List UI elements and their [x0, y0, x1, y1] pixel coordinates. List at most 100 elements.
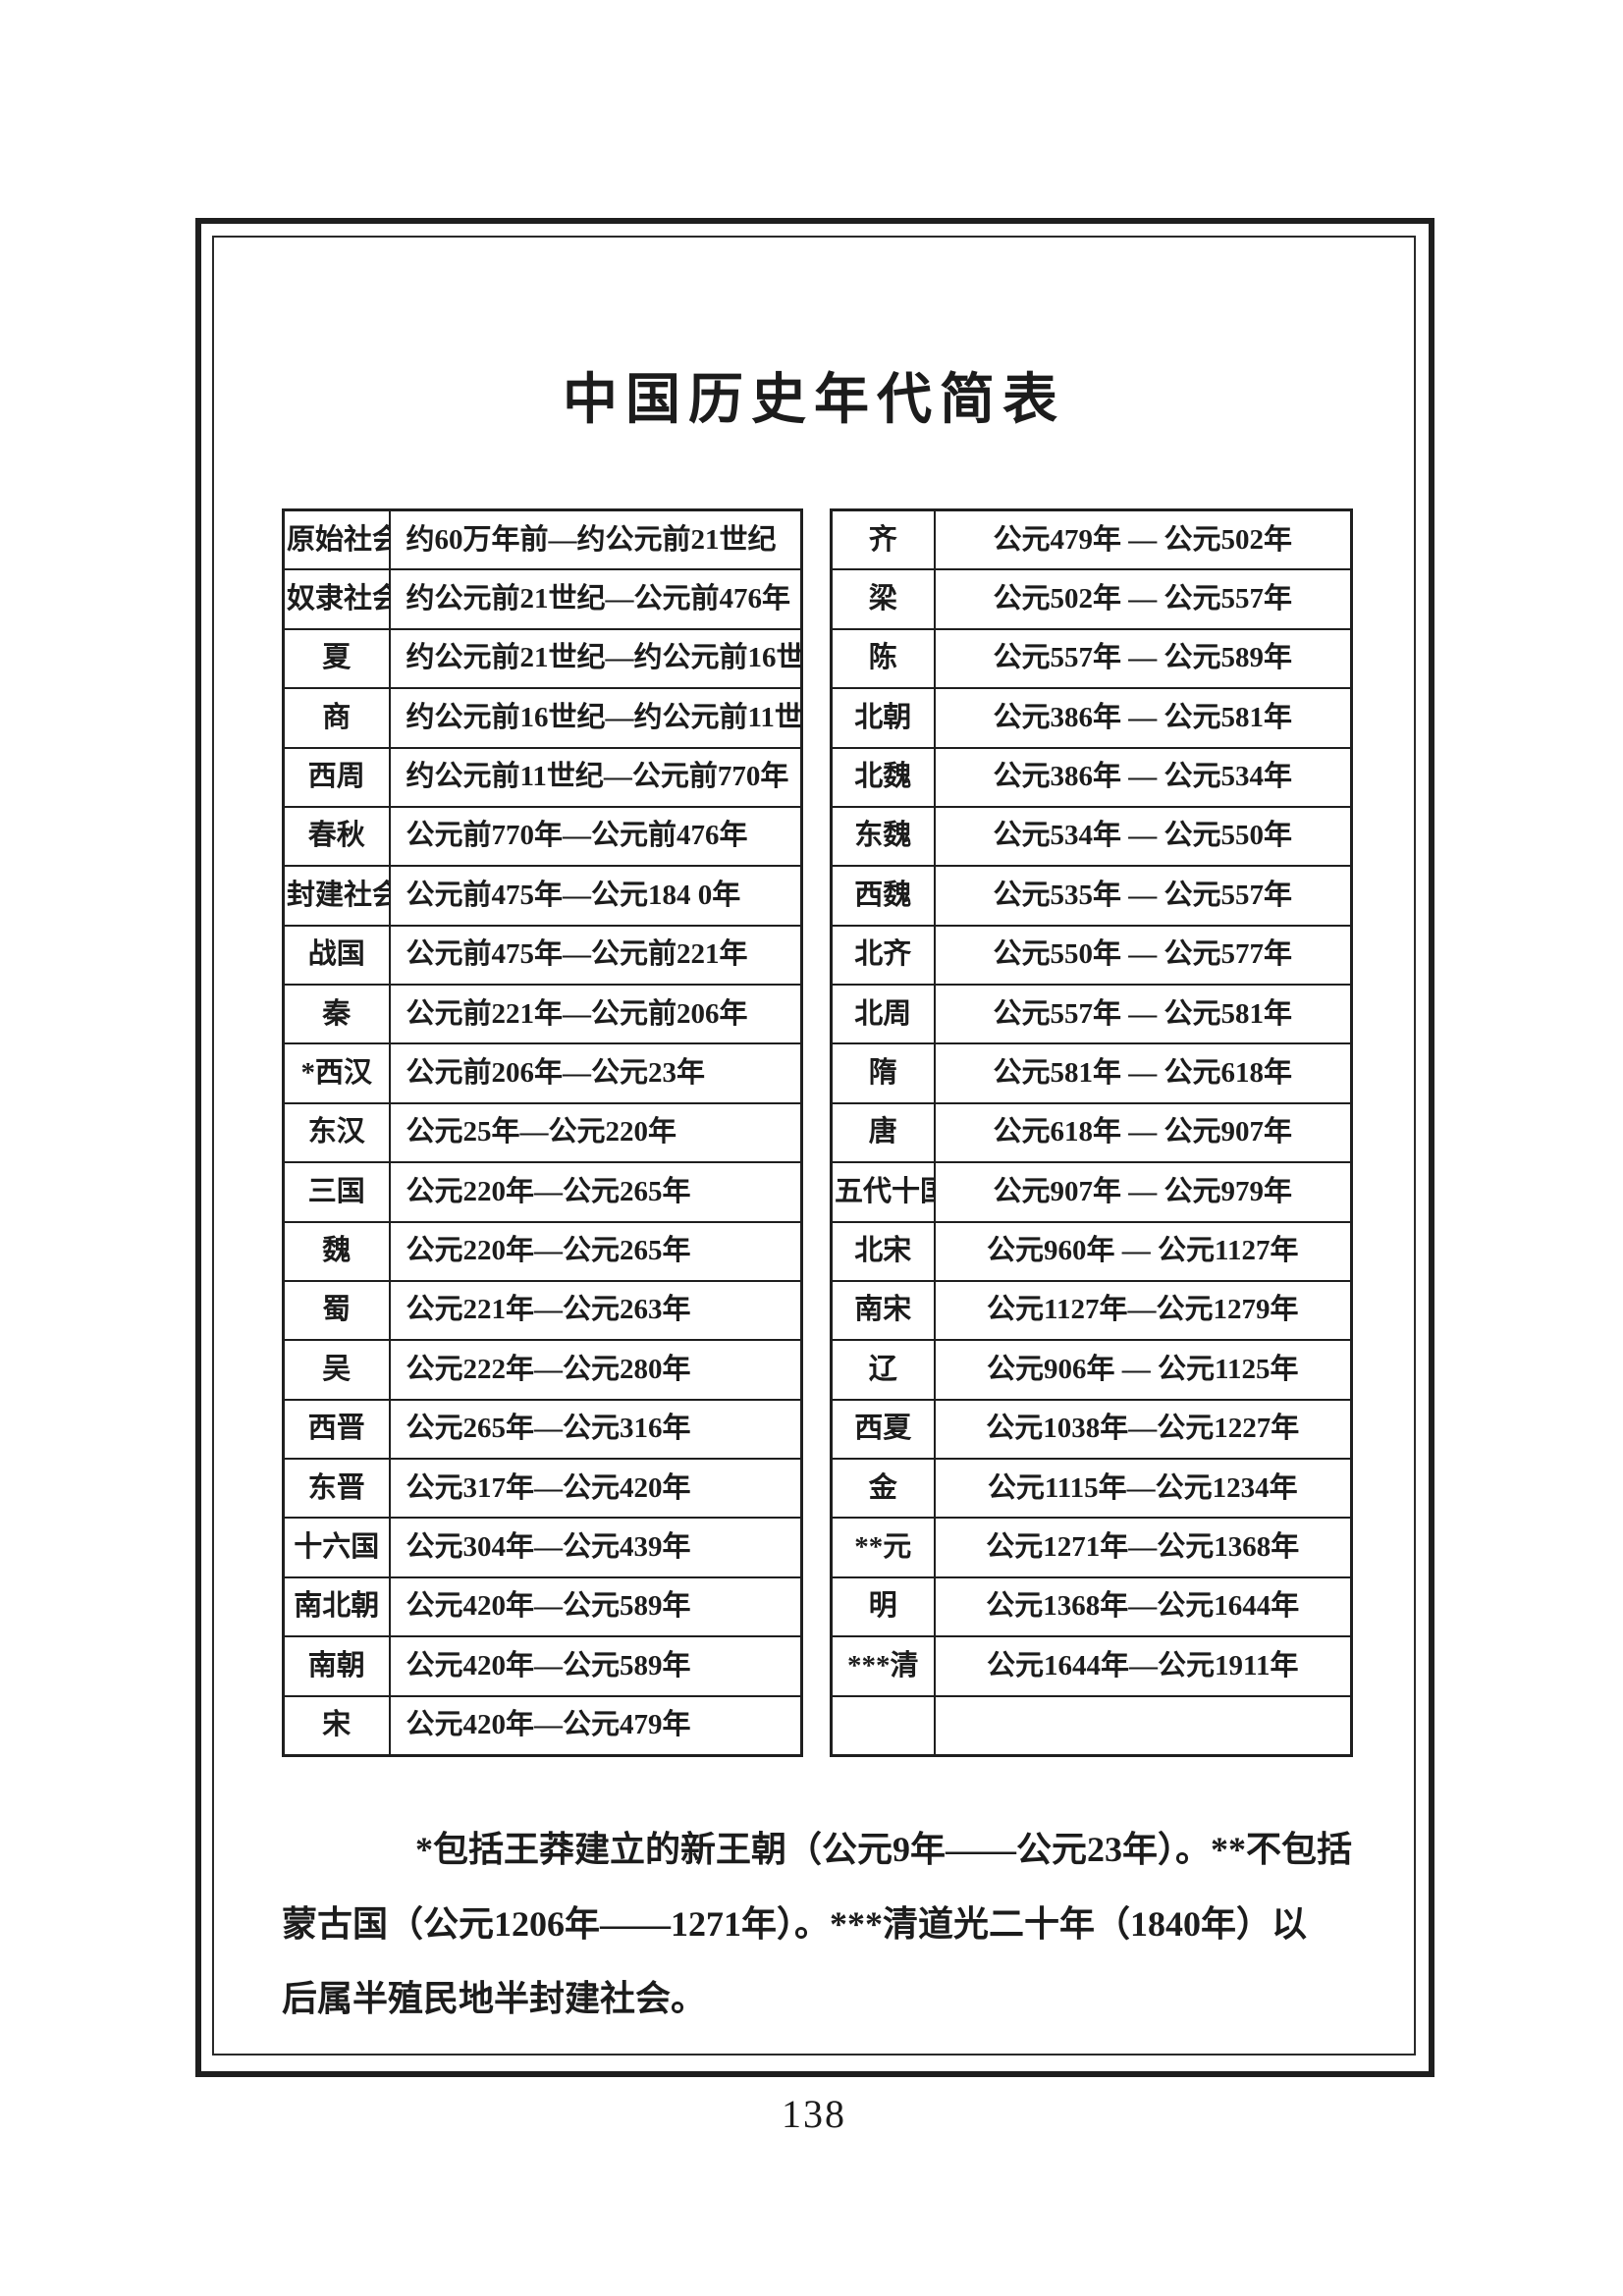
- era-period-cell: 公元906年 — 公元1125年: [933, 1339, 1353, 1401]
- era-label-cell: 三国: [282, 1161, 391, 1223]
- table-row: **元 公元1271年—公元1368年: [830, 1517, 1353, 1578]
- era-label-cell: 蜀: [282, 1279, 391, 1342]
- era-label-cell: 北朝: [830, 687, 936, 749]
- era-period-cell: 公元1038年—公元1227年: [933, 1398, 1353, 1461]
- era-period-cell: 公元502年 — 公元557年: [933, 568, 1353, 630]
- era-label-cell: 原始社会: [282, 508, 391, 571]
- era-label-cell: 商: [282, 687, 391, 749]
- right-table-body: 齐 公元479年 — 公元502年 梁 公元502年 — 公元557年 陈 公元…: [830, 508, 1353, 1757]
- outer-border-frame: [195, 218, 1434, 2077]
- table-row: 奴隶社会 约公元前21世纪—公元前476年: [282, 568, 803, 630]
- footnote-line: 蒙古国（公元1206年——1271年）。***清道光二十年（1840年）以: [282, 1904, 1308, 1944]
- era-label-cell: 齐: [830, 508, 936, 571]
- era-label-cell: 东晋: [282, 1458, 391, 1520]
- era-label-cell: 北宋: [830, 1220, 936, 1282]
- era-period-cell: 公元1644年—公元1911年: [933, 1635, 1353, 1697]
- era-label-cell: 战国: [282, 924, 391, 987]
- era-period-cell: 约公元前21世纪—公元前476年: [388, 568, 803, 630]
- table-row: 原始社会 约60万年前—约公元前21世纪: [282, 508, 803, 571]
- table-row: 北周 公元557年 — 公元581年: [830, 984, 1353, 1045]
- era-label-cell: 魏: [282, 1220, 391, 1282]
- era-label-cell: 东魏: [830, 805, 936, 868]
- era-label-cell: 十六国: [282, 1517, 391, 1578]
- era-label-cell: 东汉: [282, 1101, 391, 1164]
- table-row: 南宋 公元1127年—公元1279年: [830, 1279, 1353, 1342]
- table-row: 辽 公元906年 — 公元1125年: [830, 1339, 1353, 1401]
- table-row: 夏 约公元前21世纪—约公元前16世纪: [282, 627, 803, 690]
- footnote-line: 后属半殖民地半封建社会。: [282, 1979, 707, 2018]
- table-row: 封建社会 公元前475年—公元184 0年: [282, 865, 803, 927]
- era-label-cell: 西晋: [282, 1398, 391, 1461]
- table-row: *西汉 公元前206年—公元23年: [282, 1042, 803, 1104]
- table-row: 战国 公元前475年—公元前221年: [282, 924, 803, 987]
- table-row: 吴 公元222年—公元280年: [282, 1339, 803, 1401]
- table-row: 北魏 公元386年 — 公元534年: [830, 746, 1353, 808]
- table-row: 商 约公元前16世纪—约公元前11世纪: [282, 687, 803, 749]
- era-label-cell: 金: [830, 1458, 936, 1520]
- era-period-cell: 约公元前11世纪—公元前770年: [388, 746, 803, 808]
- era-period-cell: 公元557年 — 公元581年: [933, 984, 1353, 1045]
- era-period-cell: 公元前475年—公元184 0年: [388, 865, 803, 927]
- era-label-cell: 春秋: [282, 805, 391, 868]
- era-period-cell: 公元386年 — 公元534年: [933, 746, 1353, 808]
- page-number: 138: [782, 2092, 846, 2136]
- era-period-cell: 公元265年—公元316年: [388, 1398, 803, 1461]
- table-row: 五代十国 公元907年 — 公元979年: [830, 1161, 1353, 1223]
- era-period-cell: 公元220年—公元265年: [388, 1220, 803, 1282]
- era-period-cell: 公元420年—公元589年: [388, 1635, 803, 1697]
- era-period-cell: 公元907年 — 公元979年: [933, 1161, 1353, 1223]
- era-label-cell: 北魏: [830, 746, 936, 808]
- table-row: 北朝 公元386年 — 公元581年: [830, 687, 1353, 749]
- era-label-cell: 北齐: [830, 924, 936, 987]
- era-label-cell: 陈: [830, 627, 936, 690]
- era-label-cell: ***清: [830, 1635, 936, 1697]
- era-period-cell: 公元前221年—公元前206年: [388, 984, 803, 1045]
- era-period-cell: 公元386年 — 公元581年: [933, 687, 1353, 749]
- table-row: 南北朝 公元420年—公元589年: [282, 1575, 803, 1638]
- table-row: 西晋 公元265年—公元316年: [282, 1398, 803, 1461]
- era-label-cell: **元: [830, 1517, 936, 1578]
- era-period-cell: 公元557年 — 公元589年: [933, 627, 1353, 690]
- table-row: 东汉 公元25年—公元220年: [282, 1101, 803, 1164]
- era-label-cell: 封建社会: [282, 865, 391, 927]
- era-label-cell: 宋: [282, 1694, 391, 1757]
- era-label-cell: 夏: [282, 627, 391, 690]
- era-period-cell: 约公元前21世纪—约公元前16世纪: [388, 627, 803, 690]
- era-period-cell: 约公元前16世纪—约公元前11世纪: [388, 687, 803, 749]
- table-row: 南朝 公元420年—公元589年: [282, 1635, 803, 1697]
- era-label-cell: 南朝: [282, 1635, 391, 1697]
- era-period-cell: 公元221年—公元263年: [388, 1279, 803, 1342]
- table-row: 秦 公元前221年—公元前206年: [282, 984, 803, 1045]
- era-label-cell: 吴: [282, 1339, 391, 1401]
- era-label-cell: [830, 1694, 936, 1757]
- table-row: 金 公元1115年—公元1234年: [830, 1458, 1353, 1520]
- era-period-cell: 公元479年 — 公元502年: [933, 508, 1353, 571]
- era-period-cell: 公元550年 — 公元577年: [933, 924, 1353, 987]
- table-row: 十六国 公元304年—公元439年: [282, 1517, 803, 1578]
- table-row: 东晋 公元317年—公元420年: [282, 1458, 803, 1520]
- table-row: ***清 公元1644年—公元1911年: [830, 1635, 1353, 1697]
- era-label-cell: 北周: [830, 984, 936, 1045]
- era-label-cell: 奴隶社会: [282, 568, 391, 630]
- era-label-cell: 南北朝: [282, 1575, 391, 1638]
- table-row: 魏 公元220年—公元265年: [282, 1220, 803, 1282]
- era-period-cell: 公元25年—公元220年: [388, 1101, 803, 1164]
- table-row: 梁 公元502年 — 公元557年: [830, 568, 1353, 630]
- era-label-cell: 隋: [830, 1042, 936, 1104]
- era-period-cell: 公元1368年—公元1644年: [933, 1575, 1353, 1638]
- era-period-cell: 公元420年—公元589年: [388, 1575, 803, 1638]
- table-row: 三国 公元220年—公元265年: [282, 1161, 803, 1223]
- era-period-cell: 公元535年 — 公元557年: [933, 865, 1353, 927]
- chronology-table-right: 齐 公元479年 — 公元502年 梁 公元502年 — 公元557年 陈 公元…: [830, 508, 1353, 1757]
- era-period-cell: 公元222年—公元280年: [388, 1339, 803, 1401]
- era-period-cell: 公元前206年—公元23年: [388, 1042, 803, 1104]
- era-label-cell: 南宋: [830, 1279, 936, 1342]
- era-label-cell: *西汉: [282, 1042, 391, 1104]
- table-row: 隋 公元581年 — 公元618年: [830, 1042, 1353, 1104]
- era-period-cell: 公元534年 — 公元550年: [933, 805, 1353, 868]
- era-period-cell: 公元420年—公元479年: [388, 1694, 803, 1757]
- era-period-cell: 公元317年—公元420年: [388, 1458, 803, 1520]
- era-period-cell: 公元1271年—公元1368年: [933, 1517, 1353, 1578]
- table-row: 唐 公元618年 — 公元907年: [830, 1101, 1353, 1164]
